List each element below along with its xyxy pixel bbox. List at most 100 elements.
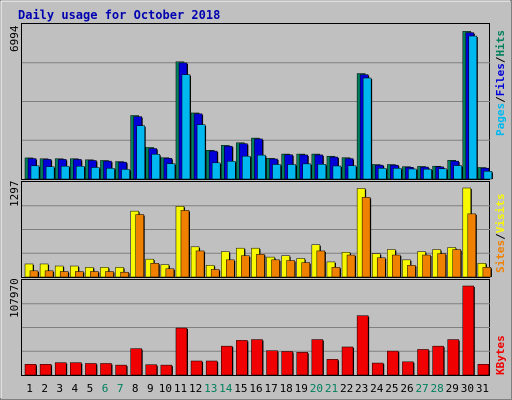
bar-pages-day-21 [332,165,342,180]
bar-sites-day-20 [316,250,326,278]
bar-pages-day-27 [423,168,432,180]
legend-sep-2: / [494,56,507,63]
bar-kbytes-day-31 [477,364,490,376]
chart-marks: 1 2 3 4 5 6 7 8 9 10 11 12 13 14 15 16 17 18 19 20 21 22 23 24 2… [22,31,493,395]
bottom-panel-max-label: 107970 [8,278,21,318]
bar-sites-day-26 [407,265,416,278]
bar-pages-day-18 [287,164,296,180]
bar-pages-day-22 [347,165,357,180]
bar-pages-day-1 [30,165,40,180]
bar-pages-day-4 [76,165,85,180]
middle-panel-max-label: 1297 [8,181,21,208]
x-tick-label-day-2: 2 [41,382,48,395]
x-tick-label-day-6: 6 [102,382,109,395]
bar-sites-day-5 [90,271,99,278]
bar-pages-day-11 [181,74,191,180]
x-tick-label-day-29: 29 [446,382,459,395]
bar-sites-day-1 [29,270,39,278]
bar-kbytes-day-16 [251,339,263,376]
x-tick-label-day-18: 18 [280,382,293,395]
bar-kbytes-day-20 [311,339,324,376]
x-tick-label-day-10: 10 [159,382,172,395]
bar-kbytes-day-17 [266,350,278,376]
bar-pages-day-12 [196,124,206,180]
bar-sites-day-9 [150,263,160,278]
x-tick-label-day-12: 12 [189,382,202,395]
bar-visits-day-2 [39,263,49,278]
x-tick-label-day-13: 13 [204,382,217,395]
x-tick-label-day-26: 26 [400,382,413,395]
bar-pages-day-14 [227,161,236,180]
x-tick-label-day-5: 5 [87,382,94,395]
bar-sites-day-19 [301,262,310,278]
bar-pages-day-13 [211,162,221,180]
bar-kbytes-day-21 [326,359,339,376]
x-tick-label-day-8: 8 [132,382,139,395]
x-tick-label-day-7: 7 [117,382,124,395]
bar-pages-day-6 [106,168,115,180]
bar-pages-day-20 [317,164,327,180]
bar-pages-day-2 [45,166,55,180]
legend-sep-1: / [494,96,507,103]
x-tick-label-day-1: 1 [26,382,33,395]
bar-sites-day-30 [467,213,477,278]
legend-sep-3: / [494,233,507,240]
bar-kbytes-day-3 [54,362,67,376]
bar-pages-day-17 [272,164,281,180]
bar-kbytes-day-30 [462,285,475,376]
x-tick-label-day-11: 11 [174,382,187,395]
bar-pages-day-9 [151,154,161,180]
bar-kbytes-day-5 [85,363,97,376]
bar-sites-day-21 [331,267,341,278]
bar-kbytes-day-28 [432,345,444,376]
bar-kbytes-day-10 [160,364,173,376]
x-tick-label-day-9: 9 [147,382,154,395]
top-panel-max-label: 6994 [8,25,21,52]
bar-kbytes-day-23 [356,315,369,376]
bar-kbytes-day-18 [281,351,293,376]
bar-pages-day-26 [408,168,417,180]
bar-pages-day-16 [257,154,266,180]
bar-pages-day-15 [242,155,251,180]
bar-sites-day-4 [75,271,84,278]
bar-pages-day-25 [393,168,402,180]
bar-sites-day-10 [165,268,175,278]
bar-kbytes-day-25 [387,350,399,376]
bottom-panel-legend: KBytes [494,335,507,375]
bar-pages-day-29 [453,165,462,180]
bar-kbytes-day-29 [447,339,459,376]
bar-kbytes-day-27 [417,349,429,376]
bar-sites-day-23 [361,197,371,278]
bar-kbytes-day-22 [341,346,354,376]
x-tick-label-day-27: 27 [415,382,428,395]
bar-sites-day-15 [241,255,250,278]
bar-kbytes-day-1 [24,364,37,376]
bar-sites-day-8 [135,214,144,278]
x-tick-label-day-21: 21 [325,382,338,395]
bar-kbytes-day-8 [130,348,142,376]
bar-kbytes-day-7 [115,364,127,376]
bar-kbytes-day-24 [371,362,384,376]
x-tick-label-day-28: 28 [431,382,444,395]
bar-pages-day-7 [121,169,130,180]
bar-sites-day-29 [452,249,461,278]
bar-kbytes-day-13 [205,360,218,376]
bar-pages-day-3 [60,165,70,180]
bar-pages-day-8 [136,125,145,180]
bar-sites-day-27 [422,254,431,278]
middle-panel-legend: Sites/Visits [494,194,507,274]
legend-visits: Visits [494,194,507,234]
bar-pages-day-31 [483,171,493,180]
x-tick-label-day-31: 31 [476,382,489,395]
bar-pages-day-24 [377,168,387,180]
bar-sites-day-31 [482,267,492,278]
bar-pages-day-10 [166,163,176,180]
bar-sites-day-17 [271,259,280,278]
bar-sites-day-12 [195,250,205,278]
bar-pages-day-19 [302,163,311,180]
bar-sites-day-24 [376,257,386,278]
legend-sites: Sites [494,240,507,273]
bar-kbytes-day-19 [296,352,308,376]
legend-hits: Hits [494,30,507,57]
